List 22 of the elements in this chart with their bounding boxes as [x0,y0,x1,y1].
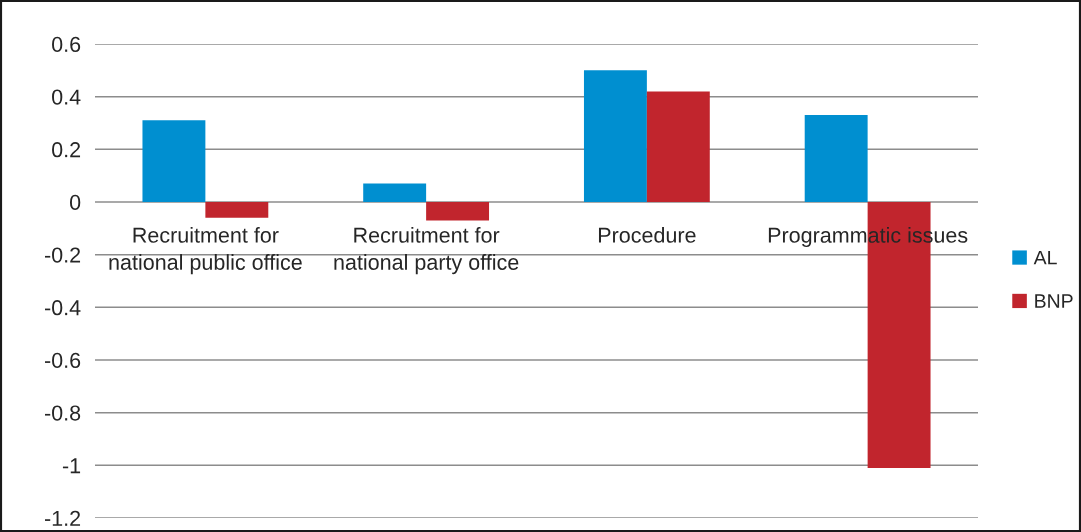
y-tick-label: 0 [69,194,81,211]
y-tick-label: -0.2 [44,247,81,263]
y-tick-label: 0.6 [52,36,81,53]
y-tick-label: -1 [62,458,81,474]
bar [583,70,647,202]
y-tick-label: -0.4 [44,300,81,316]
x-tick-label: Recruitment for national party office [334,227,519,275]
y-tick-label: -1.2 [44,510,81,526]
y-tick-label: 0.2 [52,142,81,158]
x-tick-label: Procedure [598,227,696,243]
bar [804,115,868,202]
bar [426,202,490,221]
bar [363,183,427,202]
bar [205,202,269,218]
bar [646,91,710,202]
y-tick-label: -0.6 [44,352,81,369]
x-tick-label: Recruitment for national public office [109,227,302,275]
legend-label: BNP [1035,294,1073,308]
y-tick-label: -0.8 [44,405,81,421]
legend-label: AL [1033,250,1057,265]
y-tick-label: 0.4 [52,89,81,105]
bar [142,120,206,202]
